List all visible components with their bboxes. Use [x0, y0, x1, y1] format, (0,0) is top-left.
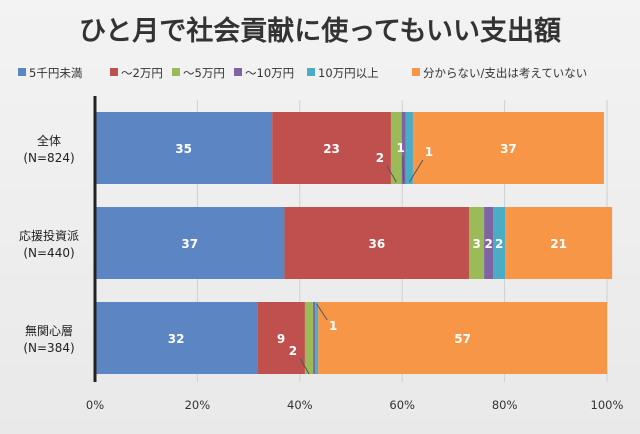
bar-segment — [95, 302, 258, 374]
chart-title: ひと月で社会貢献に使ってもいい支出額 — [79, 15, 561, 47]
bar-segment — [95, 112, 273, 184]
axes: 0% 20% 40% 60% 80% 100% 全体 (N=824) 応援投資派 (N=440) 無… — [19, 96, 624, 412]
data-label: 1 — [425, 145, 433, 159]
data-label: 2 — [289, 344, 297, 358]
legend-swatch — [412, 68, 420, 76]
data-label: 2 — [495, 237, 503, 251]
leader-line — [408, 159, 424, 183]
bars — [95, 112, 613, 374]
data-label: 23 — [323, 142, 340, 156]
category-label: 応援投資派 — [19, 228, 79, 243]
legend-swatch — [110, 68, 118, 76]
legend-swatch — [234, 68, 242, 76]
legend-entry: ～5万円 — [183, 66, 225, 80]
data-label: 1 — [329, 319, 337, 333]
data-label: 37 — [500, 142, 517, 156]
bar-segment — [412, 112, 604, 184]
data-label: 35 — [175, 142, 192, 156]
bar-segment — [257, 302, 305, 374]
legend-swatch — [172, 68, 180, 76]
bar-segment — [390, 112, 402, 184]
data-label: 36 — [369, 237, 386, 251]
leader-line — [299, 357, 310, 375]
data-label: 3 — [473, 237, 481, 251]
category-n-label: (N=824) — [23, 151, 74, 165]
x-tick-label: 40% — [287, 398, 313, 412]
bar-segment — [272, 112, 391, 184]
data-label: 2 — [485, 237, 493, 251]
bar-segment — [304, 302, 314, 374]
x-tick-label: 20% — [185, 398, 211, 412]
bar-segment — [469, 207, 485, 279]
bar-segment — [484, 207, 494, 279]
data-label: 2 — [376, 151, 384, 165]
x-tick-label: 80% — [492, 398, 518, 412]
bar-segment — [493, 207, 506, 279]
bar-segment — [315, 302, 319, 374]
x-tick-label: 100% — [591, 398, 624, 412]
legend-swatch — [18, 68, 26, 76]
bar-segment — [405, 112, 413, 184]
category-n-label: (N=384) — [23, 341, 74, 355]
x-tick-label: 0% — [86, 398, 104, 412]
leader-line — [316, 303, 328, 321]
legend-entry: 分からない/支出は考えていない — [423, 66, 587, 80]
category-label: 無関心層 — [25, 323, 73, 338]
leader-line — [402, 155, 405, 183]
bar-segment — [284, 207, 470, 279]
category-n-label: (N=440) — [23, 246, 74, 260]
bar-segment — [318, 302, 607, 374]
bar-segment — [95, 207, 285, 279]
data-label: 57 — [454, 332, 471, 346]
data-label: 37 — [181, 237, 198, 251]
legend-entry: ～10万円 — [245, 66, 294, 80]
legend-swatch — [307, 68, 315, 76]
legend-entry: 5千円未満 — [29, 66, 82, 80]
legend-entry: ～2万円 — [121, 66, 163, 80]
data-label: 32 — [168, 332, 185, 346]
legend-entry: 10万円以上 — [318, 66, 379, 80]
leader-line — [386, 165, 397, 183]
data-label: 21 — [550, 237, 567, 251]
legend: 5千円未満 ～2万円 ～5万円 ～10万円 10万円以上 分からない/支出は考えていない — [18, 66, 587, 80]
bar-segment — [401, 112, 406, 184]
data-label: 9 — [277, 332, 285, 346]
x-tick-label: 60% — [389, 398, 415, 412]
data-label: 1 — [397, 141, 405, 155]
bar-segment — [505, 207, 613, 279]
bar-segment — [313, 302, 316, 374]
category-label: 全体 — [37, 133, 61, 148]
